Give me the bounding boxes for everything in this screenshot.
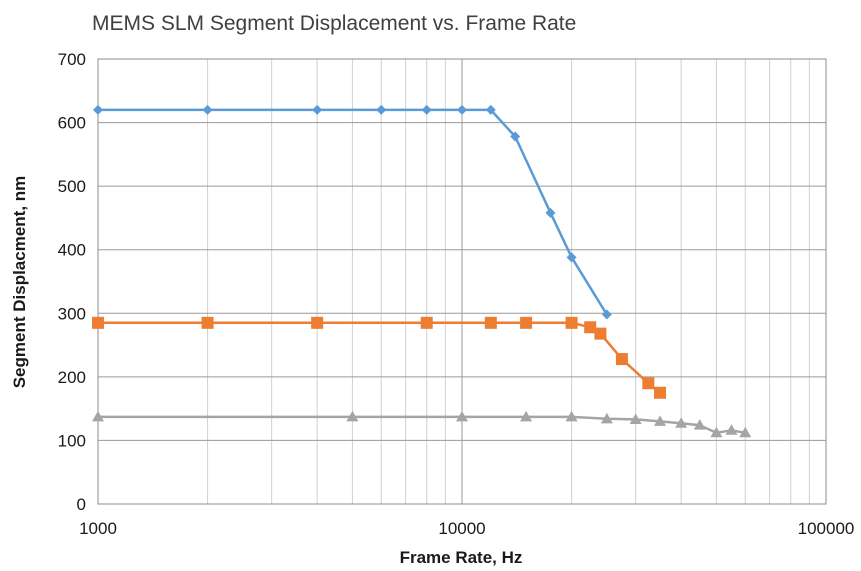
plot-area (97, 58, 827, 505)
series-3 (92, 410, 752, 438)
y-tick-label: 600 (58, 114, 86, 133)
data-point (312, 104, 323, 115)
data-point (601, 309, 612, 320)
series-1 (93, 104, 612, 320)
data-point (675, 417, 688, 428)
chart-title: MEMS SLM Segment Displacement vs. Frame … (92, 12, 576, 35)
data-point (510, 131, 521, 142)
data-point (654, 415, 667, 426)
data-point (594, 327, 607, 340)
data-point (457, 104, 467, 115)
data-point (545, 207, 556, 218)
data-point (376, 104, 387, 115)
data-point (565, 410, 578, 422)
y-axis-label: Segment Displacment, nm (10, 176, 29, 389)
y-tick-label: 300 (58, 304, 86, 323)
series-layer (92, 104, 752, 438)
data-point (565, 316, 578, 329)
series-2 (92, 316, 667, 399)
data-point (420, 316, 433, 329)
data-point (92, 410, 104, 422)
y-tick-label: 700 (58, 50, 86, 69)
data-point (654, 386, 667, 399)
y-tick-label: 100 (58, 431, 86, 450)
data-point (629, 413, 642, 424)
data-point (725, 424, 738, 435)
series-line (98, 415, 746, 435)
data-point (642, 377, 655, 390)
data-point (485, 104, 496, 115)
data-point (456, 410, 468, 422)
x-tick-label: 10000 (438, 519, 485, 538)
y-tick-label: 400 (58, 241, 86, 260)
x-axis-ticks: 1000 10000 100000 (79, 519, 854, 538)
y-tick-label: 0 (77, 495, 86, 514)
data-point (201, 316, 214, 329)
data-point (346, 410, 359, 422)
data-point (484, 316, 497, 329)
y-axis-ticks: 0 100 200 300 400 500 600 700 (58, 50, 86, 514)
x-axis-label: Frame Rate, Hz (400, 548, 523, 567)
data-point (739, 426, 752, 438)
data-point (520, 410, 533, 422)
data-point (615, 353, 628, 366)
data-point (693, 419, 706, 430)
data-point (710, 426, 723, 438)
data-point (92, 316, 104, 329)
data-point (93, 104, 103, 115)
y-tick-label: 200 (58, 368, 86, 387)
y-tick-label: 500 (58, 177, 86, 196)
series-line (98, 321, 661, 394)
x-tick-label: 100000 (798, 519, 855, 538)
x-tick-label: 1000 (79, 519, 117, 538)
data-point (421, 104, 432, 115)
data-point (584, 321, 597, 334)
data-point (311, 316, 324, 329)
data-point (566, 252, 577, 263)
data-point (600, 412, 613, 424)
data-point (520, 316, 533, 329)
data-point (202, 104, 213, 115)
